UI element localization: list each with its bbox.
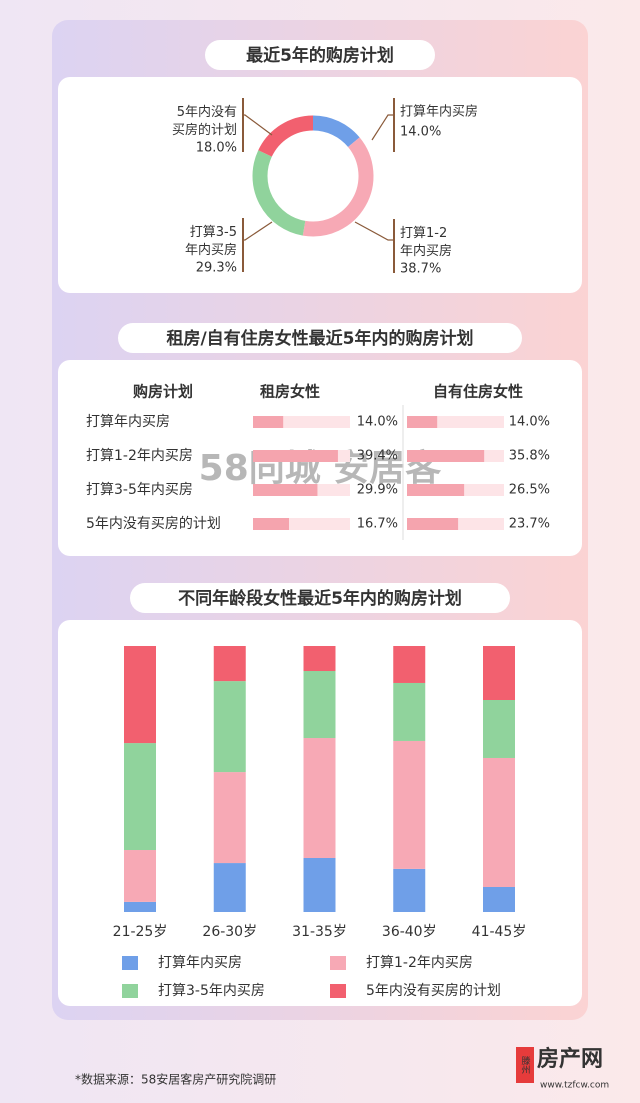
donut-segment xyxy=(258,115,314,157)
column-header: 租房女性 xyxy=(260,383,320,401)
bar xyxy=(253,518,289,530)
donut-segment xyxy=(312,115,360,148)
value-label: 39.4% xyxy=(357,449,398,464)
bar-segment xyxy=(124,901,156,912)
legend-label: 打算1-2年内买房 xyxy=(366,954,473,971)
bar xyxy=(407,518,459,530)
bar-segment xyxy=(124,743,156,851)
bar-segment xyxy=(483,757,515,887)
bar xyxy=(253,450,338,462)
bar-segment xyxy=(124,646,156,744)
value-label: 29.3% xyxy=(196,261,237,276)
chart-title: 不同年龄段女性最近5年内的购房计划 xyxy=(178,588,462,609)
chart-title: 租房/自有住房女性最近5年内的购房计划 xyxy=(166,328,473,349)
bar xyxy=(407,416,438,428)
logo-name: 房产网 xyxy=(537,1046,603,1072)
source: *数据来源：58安居客房产研究院调研 xyxy=(75,1072,276,1087)
bar-segment xyxy=(303,858,336,912)
bar-segment xyxy=(303,646,336,672)
bar-segment xyxy=(393,868,426,912)
logo-region: 滕州 xyxy=(520,1055,531,1074)
donut-segment xyxy=(302,137,374,237)
category-label: 5年内没有买房的计划 xyxy=(172,104,237,138)
donut-segment xyxy=(252,150,306,236)
row-label: 5年内没有买房的计划 xyxy=(86,516,221,532)
value-label: 18.0% xyxy=(196,141,237,156)
value-label: 14.0% xyxy=(357,415,398,430)
title-pill xyxy=(205,40,435,70)
logo-url: www.tzfcw.com xyxy=(540,1081,609,1091)
column-header: 购房计划 xyxy=(133,383,193,401)
bar-segment xyxy=(213,681,246,773)
value-label: 29.9% xyxy=(357,483,398,498)
logo-badge xyxy=(516,1047,534,1083)
category-label: 打算3-5 年内买房 xyxy=(185,225,237,258)
x-tick-label: 41-45岁 xyxy=(472,924,527,940)
chart-title: 最近5年的购房计划 xyxy=(246,45,394,66)
category-label: 打算年内买房 xyxy=(400,104,478,120)
row-label: 打算年内买房 xyxy=(86,413,170,430)
bar-segment xyxy=(393,740,426,869)
bar-segment xyxy=(483,646,515,700)
legend-label: 打算年内买房 xyxy=(158,954,242,971)
leader-line xyxy=(354,221,394,241)
bar-segment xyxy=(213,863,246,912)
x-tick-label: 26-30岁 xyxy=(202,924,257,940)
value-label: 14.0% xyxy=(509,415,550,430)
title-pill xyxy=(130,583,510,613)
x-tick-label: 36-40岁 xyxy=(382,924,437,940)
title-pill xyxy=(118,323,522,353)
column-header: 自有住房女性 xyxy=(433,383,523,401)
x-tick-label: 21-25岁 xyxy=(113,924,168,940)
bar-segment xyxy=(393,646,426,683)
bar-segment xyxy=(124,850,156,902)
bar-segment xyxy=(303,671,336,739)
bar-segment xyxy=(393,682,426,741)
bar-segment xyxy=(303,738,336,859)
value-label: 38.7% xyxy=(400,262,441,277)
legend-label: 5年内没有买房的计划 xyxy=(366,983,501,999)
value-label: 23.7% xyxy=(509,517,550,532)
bar-segment xyxy=(483,886,515,912)
bar xyxy=(253,484,318,496)
leader-line xyxy=(371,114,394,141)
row-label: 打算3-5年内买房 xyxy=(86,481,193,498)
value-label: 26.5% xyxy=(509,483,550,498)
panel xyxy=(58,77,582,293)
legend-swatch xyxy=(330,956,346,970)
legend-swatch xyxy=(122,984,138,998)
legend-label: 打算3-5年内买房 xyxy=(158,982,265,999)
legend-swatch xyxy=(122,956,138,970)
row-label: 打算1-2年内买房 xyxy=(86,447,193,464)
x-tick-label: 31-35岁 xyxy=(292,924,347,940)
value-label: 14.0% xyxy=(400,125,441,140)
bar xyxy=(253,416,284,428)
bar xyxy=(407,484,465,496)
bar-segment xyxy=(213,772,246,864)
bar-segment xyxy=(483,699,515,758)
bar-segment xyxy=(213,646,246,682)
value-label: 35.8% xyxy=(509,449,550,464)
bar xyxy=(407,450,485,462)
category-label: 打算1-2 年内买房 xyxy=(400,226,452,259)
value-label: 16.7% xyxy=(357,517,398,532)
legend-swatch xyxy=(330,984,346,998)
